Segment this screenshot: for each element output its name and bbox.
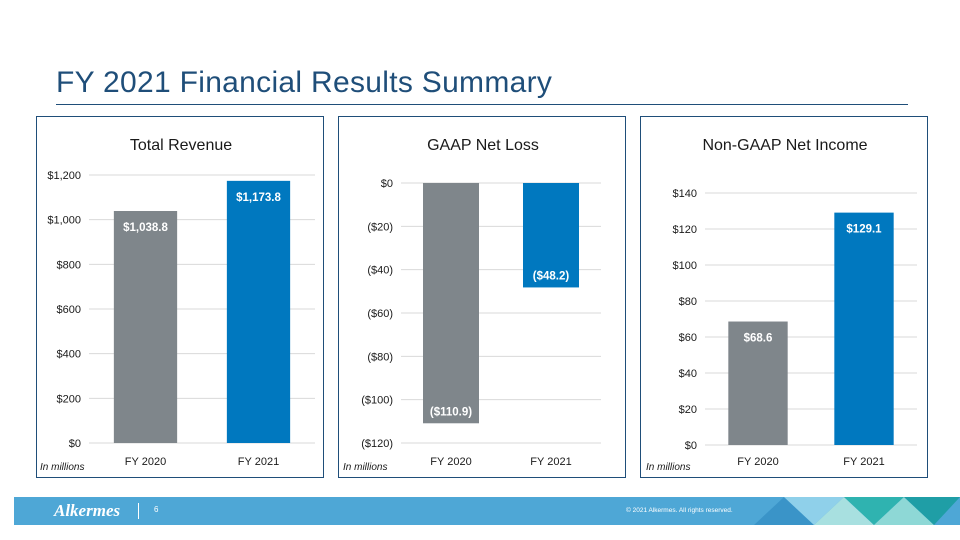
slide-title: FY 2021 Financial Results Summary <box>56 66 553 99</box>
x-category-label: FY 2021 <box>238 456 279 468</box>
units-note-revenue: In millions <box>40 462 85 473</box>
units-note-non-gaap: In millions <box>646 462 691 473</box>
y-tick-label: ($120) <box>361 438 393 450</box>
bar-fy-2020 <box>423 183 479 424</box>
y-tick-label: ($100) <box>361 395 393 407</box>
footer-decoration <box>754 497 960 525</box>
gaap-net-loss-title: GAAP Net Loss <box>427 137 539 154</box>
total-revenue-title: Total Revenue <box>130 137 232 154</box>
data-label: $1,038.8 <box>123 222 168 234</box>
y-tick-label: ($40) <box>367 265 393 277</box>
y-tick-label: $1,000 <box>47 215 81 227</box>
bar-fy-2020 <box>113 211 178 443</box>
data-label: $1,173.8 <box>236 192 281 204</box>
title-divider <box>56 104 908 105</box>
y-tick-label: $80 <box>679 296 697 308</box>
footer-separator <box>138 503 139 519</box>
total-revenue-chart: Total Revenue $0 $200 $400 $600 $800 $1,000 $1,… <box>47 137 315 468</box>
footer-bar: Alkermes 6 © 2021 Alkermes. All rights r… <box>14 497 960 525</box>
units-note-gaap: In millions <box>343 462 388 473</box>
data-label: $68.6 <box>744 333 773 345</box>
page-number: 6 <box>154 505 159 514</box>
y-tick-label: $800 <box>57 259 81 271</box>
data-label: ($110.9) <box>430 406 472 418</box>
non-gaap-net-income-chart: Non-GAAP Net Income $0 $20 $40 $60 $80 $100 $12… <box>673 137 917 468</box>
chart-panel-gaap-net-loss: GAAP Net Loss $0 ($20) ($40) ($60) ($80) ($100… <box>338 116 626 478</box>
chart-panel-total-revenue: Total Revenue $0 $200 $400 $600 $800 $1,000 $1,… <box>36 116 324 478</box>
y-tick-label: $0 <box>69 438 81 450</box>
y-tick-label: $60 <box>679 332 697 344</box>
y-tick-label: $600 <box>57 304 81 316</box>
y-tick-label: $20 <box>679 404 697 416</box>
chart-panel-non-gaap-net-income: Non-GAAP Net Income $0 $20 $40 $60 $80 $100 $12… <box>640 116 928 478</box>
x-category-label: FY 2021 <box>843 456 884 468</box>
x-category-label: FY 2020 <box>430 456 471 468</box>
y-tick-label: $100 <box>673 260 697 272</box>
y-tick-label: $0 <box>381 178 393 190</box>
x-category-label: FY 2020 <box>125 456 166 468</box>
bar-fy-2021 <box>523 183 579 288</box>
gaap-net-loss-chart: GAAP Net Loss $0 ($20) ($40) ($60) ($80) ($100… <box>361 137 601 468</box>
bar-fy-2021 <box>834 212 894 445</box>
y-tick-label: ($20) <box>367 221 393 233</box>
data-label: $129.1 <box>846 224 882 236</box>
bar-fy-2020 <box>728 321 788 445</box>
alkermes-logo: Alkermes <box>54 501 121 520</box>
x-category-label: FY 2021 <box>530 456 571 468</box>
bar-fy-2021 <box>226 180 291 444</box>
y-tick-label: $120 <box>673 224 697 236</box>
y-tick-label: $400 <box>57 349 81 361</box>
y-tick-label: ($60) <box>367 308 393 320</box>
y-tick-label: $140 <box>673 188 697 200</box>
non-gaap-net-income-title: Non-GAAP Net Income <box>702 137 867 154</box>
y-tick-label: $1,200 <box>47 170 81 182</box>
x-category-label: FY 2020 <box>737 456 778 468</box>
y-tick-label: $0 <box>685 440 697 452</box>
y-tick-label: $200 <box>57 393 81 405</box>
copyright-text: © 2021 Alkermes. All rights reserved. <box>626 507 733 514</box>
y-tick-label: ($80) <box>367 351 393 363</box>
y-tick-label: $40 <box>679 368 697 380</box>
data-label: ($48.2) <box>533 270 570 282</box>
